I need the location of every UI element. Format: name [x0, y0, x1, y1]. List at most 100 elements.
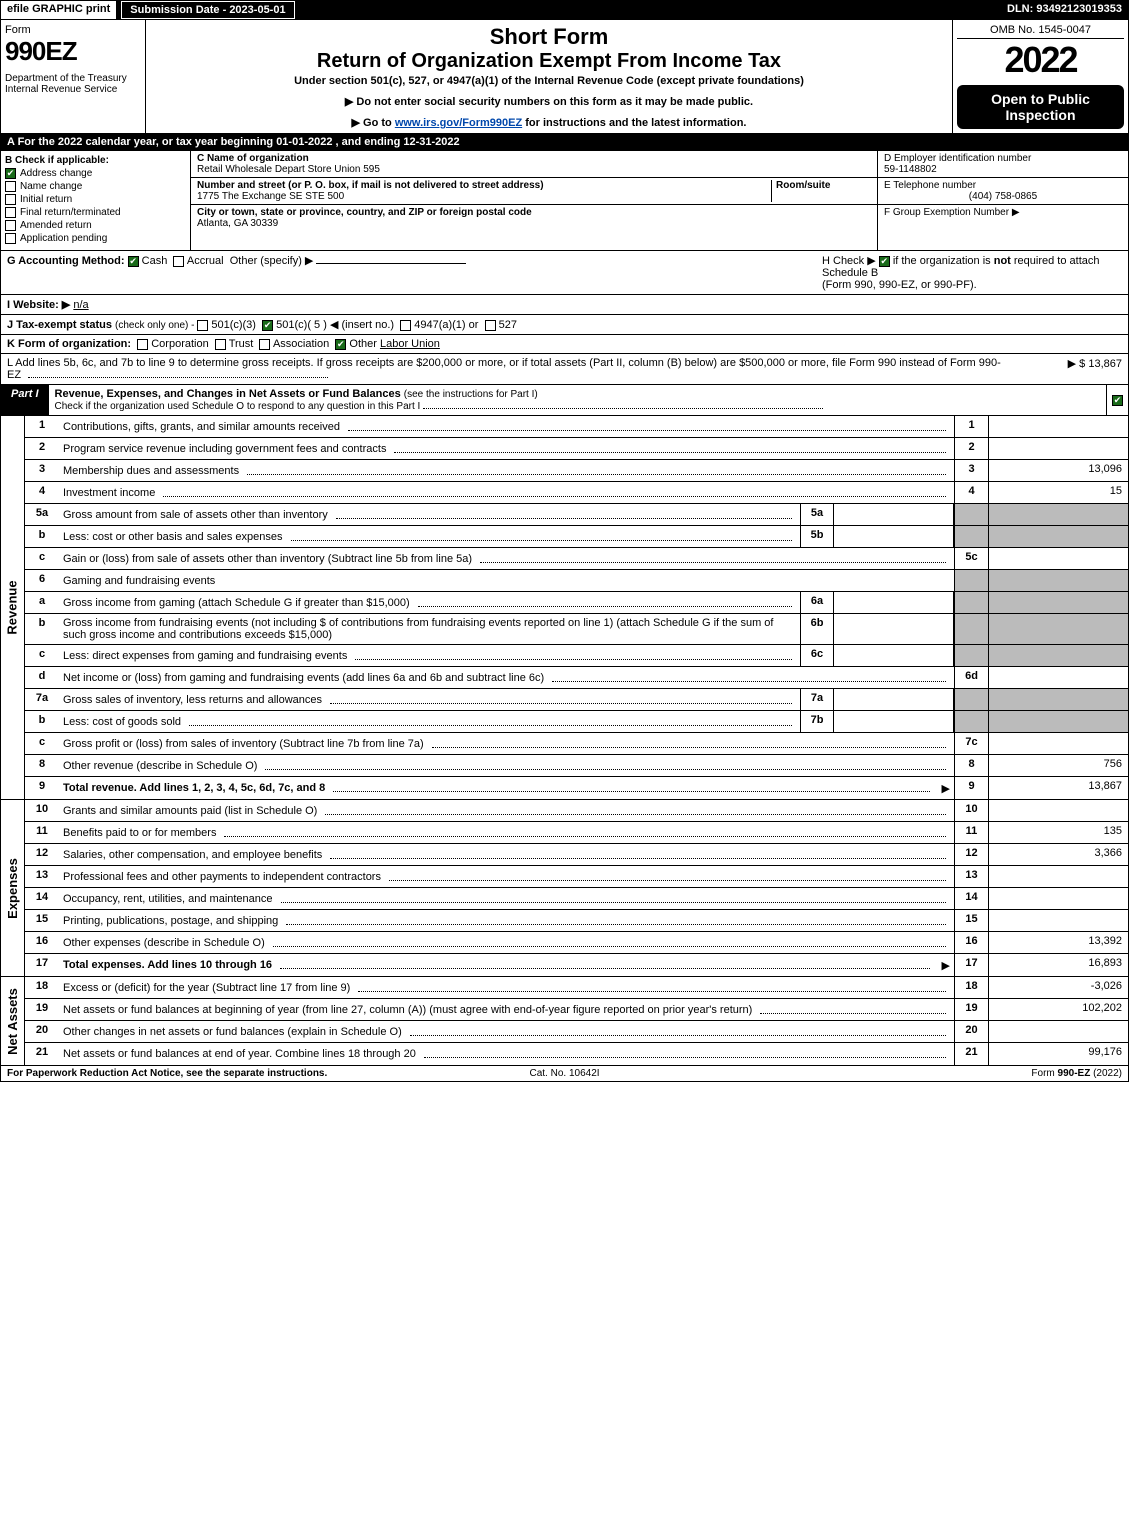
part-i-tag: Part I [1, 385, 49, 415]
chk-other-org[interactable]: ✔ [335, 339, 346, 350]
right-num: 13 [954, 866, 988, 887]
line-desc: Total expenses. Add lines 10 through 16 … [59, 954, 954, 976]
revenue-section: Revenue 1Contributions, gifts, grants, a… [0, 416, 1129, 800]
website-value: n/a [73, 299, 88, 311]
line-number: 11 [25, 822, 59, 843]
checkbox-icon[interactable]: ✔ [1112, 395, 1123, 406]
table-row: 3Membership dues and assessments313,096 [25, 460, 1128, 482]
table-row: 8Other revenue (describe in Schedule O)8… [25, 755, 1128, 777]
line-value [988, 645, 1128, 666]
line-value: 102,202 [988, 999, 1128, 1020]
chk-cash[interactable]: ✔ [128, 256, 139, 267]
part-i-title-sub: (see the instructions for Part I) [404, 389, 538, 400]
table-row: 4Investment income415 [25, 482, 1128, 504]
goto-pre: ▶ Go to [352, 117, 395, 129]
chk-h[interactable]: ✔ [879, 256, 890, 267]
part-i-title: Revenue, Expenses, and Changes in Net As… [49, 385, 1106, 415]
form-header: Form 990EZ Department of the Treasury In… [0, 20, 1129, 134]
right-num: 6d [954, 667, 988, 688]
chk-trust[interactable] [215, 339, 226, 350]
line-desc: Net assets or fund balances at end of ye… [59, 1043, 954, 1065]
line-value [988, 910, 1128, 931]
table-row: 18Excess or (deficit) for the year (Subt… [25, 977, 1128, 999]
line-number: b [25, 711, 59, 732]
chk-assoc[interactable] [259, 339, 270, 350]
h-not: not [994, 255, 1011, 267]
part-i-title-text: Revenue, Expenses, and Changes in Net As… [55, 388, 404, 400]
line-desc: Contributions, gifts, grants, and simila… [59, 416, 954, 437]
right-num: 17 [954, 954, 988, 976]
checkbox-icon [5, 220, 16, 231]
right-num [954, 645, 988, 666]
line-value [988, 438, 1128, 459]
table-row: cGross profit or (loss) from sales of in… [25, 733, 1128, 755]
chk-application-pending[interactable]: Application pending [5, 233, 186, 244]
chk-527[interactable] [485, 320, 496, 331]
table-row: bLess: cost of goods sold7b [25, 711, 1128, 733]
chk-corp[interactable] [137, 339, 148, 350]
room-label: Room/suite [776, 180, 871, 191]
h-pre: H Check ▶ [822, 255, 879, 267]
table-row: 9Total revenue. Add lines 1, 2, 3, 4, 5c… [25, 777, 1128, 799]
right-num: 7c [954, 733, 988, 754]
table-row: 15Printing, publications, postage, and s… [25, 910, 1128, 932]
chk-accrual[interactable] [173, 256, 184, 267]
chk-label: Address change [20, 168, 92, 179]
line-desc: Net income or (loss) from gaming and fun… [59, 667, 954, 688]
line-desc: Printing, publications, postage, and shi… [59, 910, 954, 931]
chk-amended-return[interactable]: Amended return [5, 220, 186, 231]
part-i-header: Part I Revenue, Expenses, and Changes in… [0, 385, 1129, 416]
irs-link[interactable]: www.irs.gov/Form990EZ [395, 117, 522, 129]
line-desc: Gross income from fundraising events (no… [59, 614, 800, 644]
b-header: B Check if applicable: [5, 155, 186, 166]
chk-4947[interactable] [400, 320, 411, 331]
line-number: 13 [25, 866, 59, 887]
chk-initial-return[interactable]: Initial return [5, 194, 186, 205]
line-value [988, 733, 1128, 754]
footer-r-bold: 990-EZ [1058, 1068, 1091, 1079]
right-num: 1 [954, 416, 988, 437]
right-num: 21 [954, 1043, 988, 1065]
line-number: 9 [25, 777, 59, 799]
line-number: 4 [25, 482, 59, 503]
chk-label: Amended return [20, 220, 92, 231]
right-num: 2 [954, 438, 988, 459]
table-row: cGain or (loss) from sale of assets othe… [25, 548, 1128, 570]
j-sub: (check only one) - [115, 320, 197, 331]
chk-501c[interactable]: ✔ [262, 320, 273, 331]
line-desc: Gross amount from sale of assets other t… [59, 504, 800, 525]
line-desc: Gross income from gaming (attach Schedul… [59, 592, 800, 613]
tax-year: 2022 [957, 39, 1124, 81]
right-num: 8 [954, 755, 988, 776]
line-number: d [25, 667, 59, 688]
chk-address-change[interactable]: ✔Address change [5, 168, 186, 179]
line-value: 3,366 [988, 844, 1128, 865]
line-number: 18 [25, 977, 59, 998]
goto-link-line: ▶ Go to www.irs.gov/Form990EZ for instru… [150, 116, 948, 129]
right-num: 10 [954, 800, 988, 821]
chk-name-change[interactable]: Name change [5, 181, 186, 192]
k-other-val: Labor Union [380, 338, 440, 350]
line-desc: Professional fees and other payments to … [59, 866, 954, 887]
part-i-endbox: ✔ [1106, 385, 1128, 415]
table-row: 10Grants and similar amounts paid (list … [25, 800, 1128, 822]
table-row: 20Other changes in net assets or fund ba… [25, 1021, 1128, 1043]
chk-final-return[interactable]: Final return/terminated [5, 207, 186, 218]
dln: DLN: 93492123019353 [1001, 1, 1128, 19]
row-l: L Add lines 5b, 6c, and 7b to line 9 to … [0, 354, 1129, 385]
section-c: C Name of organization Retail Wholesale … [191, 151, 878, 250]
efile-label[interactable]: efile GRAPHIC print [1, 1, 117, 19]
line-value: 16,893 [988, 954, 1128, 976]
accrual-label: Accrual [187, 255, 224, 267]
section-d: D Employer identification number 59-1148… [878, 151, 1128, 250]
row-j: J Tax-exempt status (check only one) - 5… [0, 315, 1129, 335]
org-name: Retail Wholesale Depart Store Union 595 [197, 164, 871, 175]
line-value: 756 [988, 755, 1128, 776]
section-b: B Check if applicable: ✔Address change N… [1, 151, 191, 250]
sub-num: 6c [800, 645, 834, 666]
right-num: 19 [954, 999, 988, 1020]
line-number: 3 [25, 460, 59, 481]
footer-r-post: (2022) [1090, 1068, 1122, 1079]
chk-501c3[interactable] [197, 320, 208, 331]
checkbox-icon [5, 233, 16, 244]
